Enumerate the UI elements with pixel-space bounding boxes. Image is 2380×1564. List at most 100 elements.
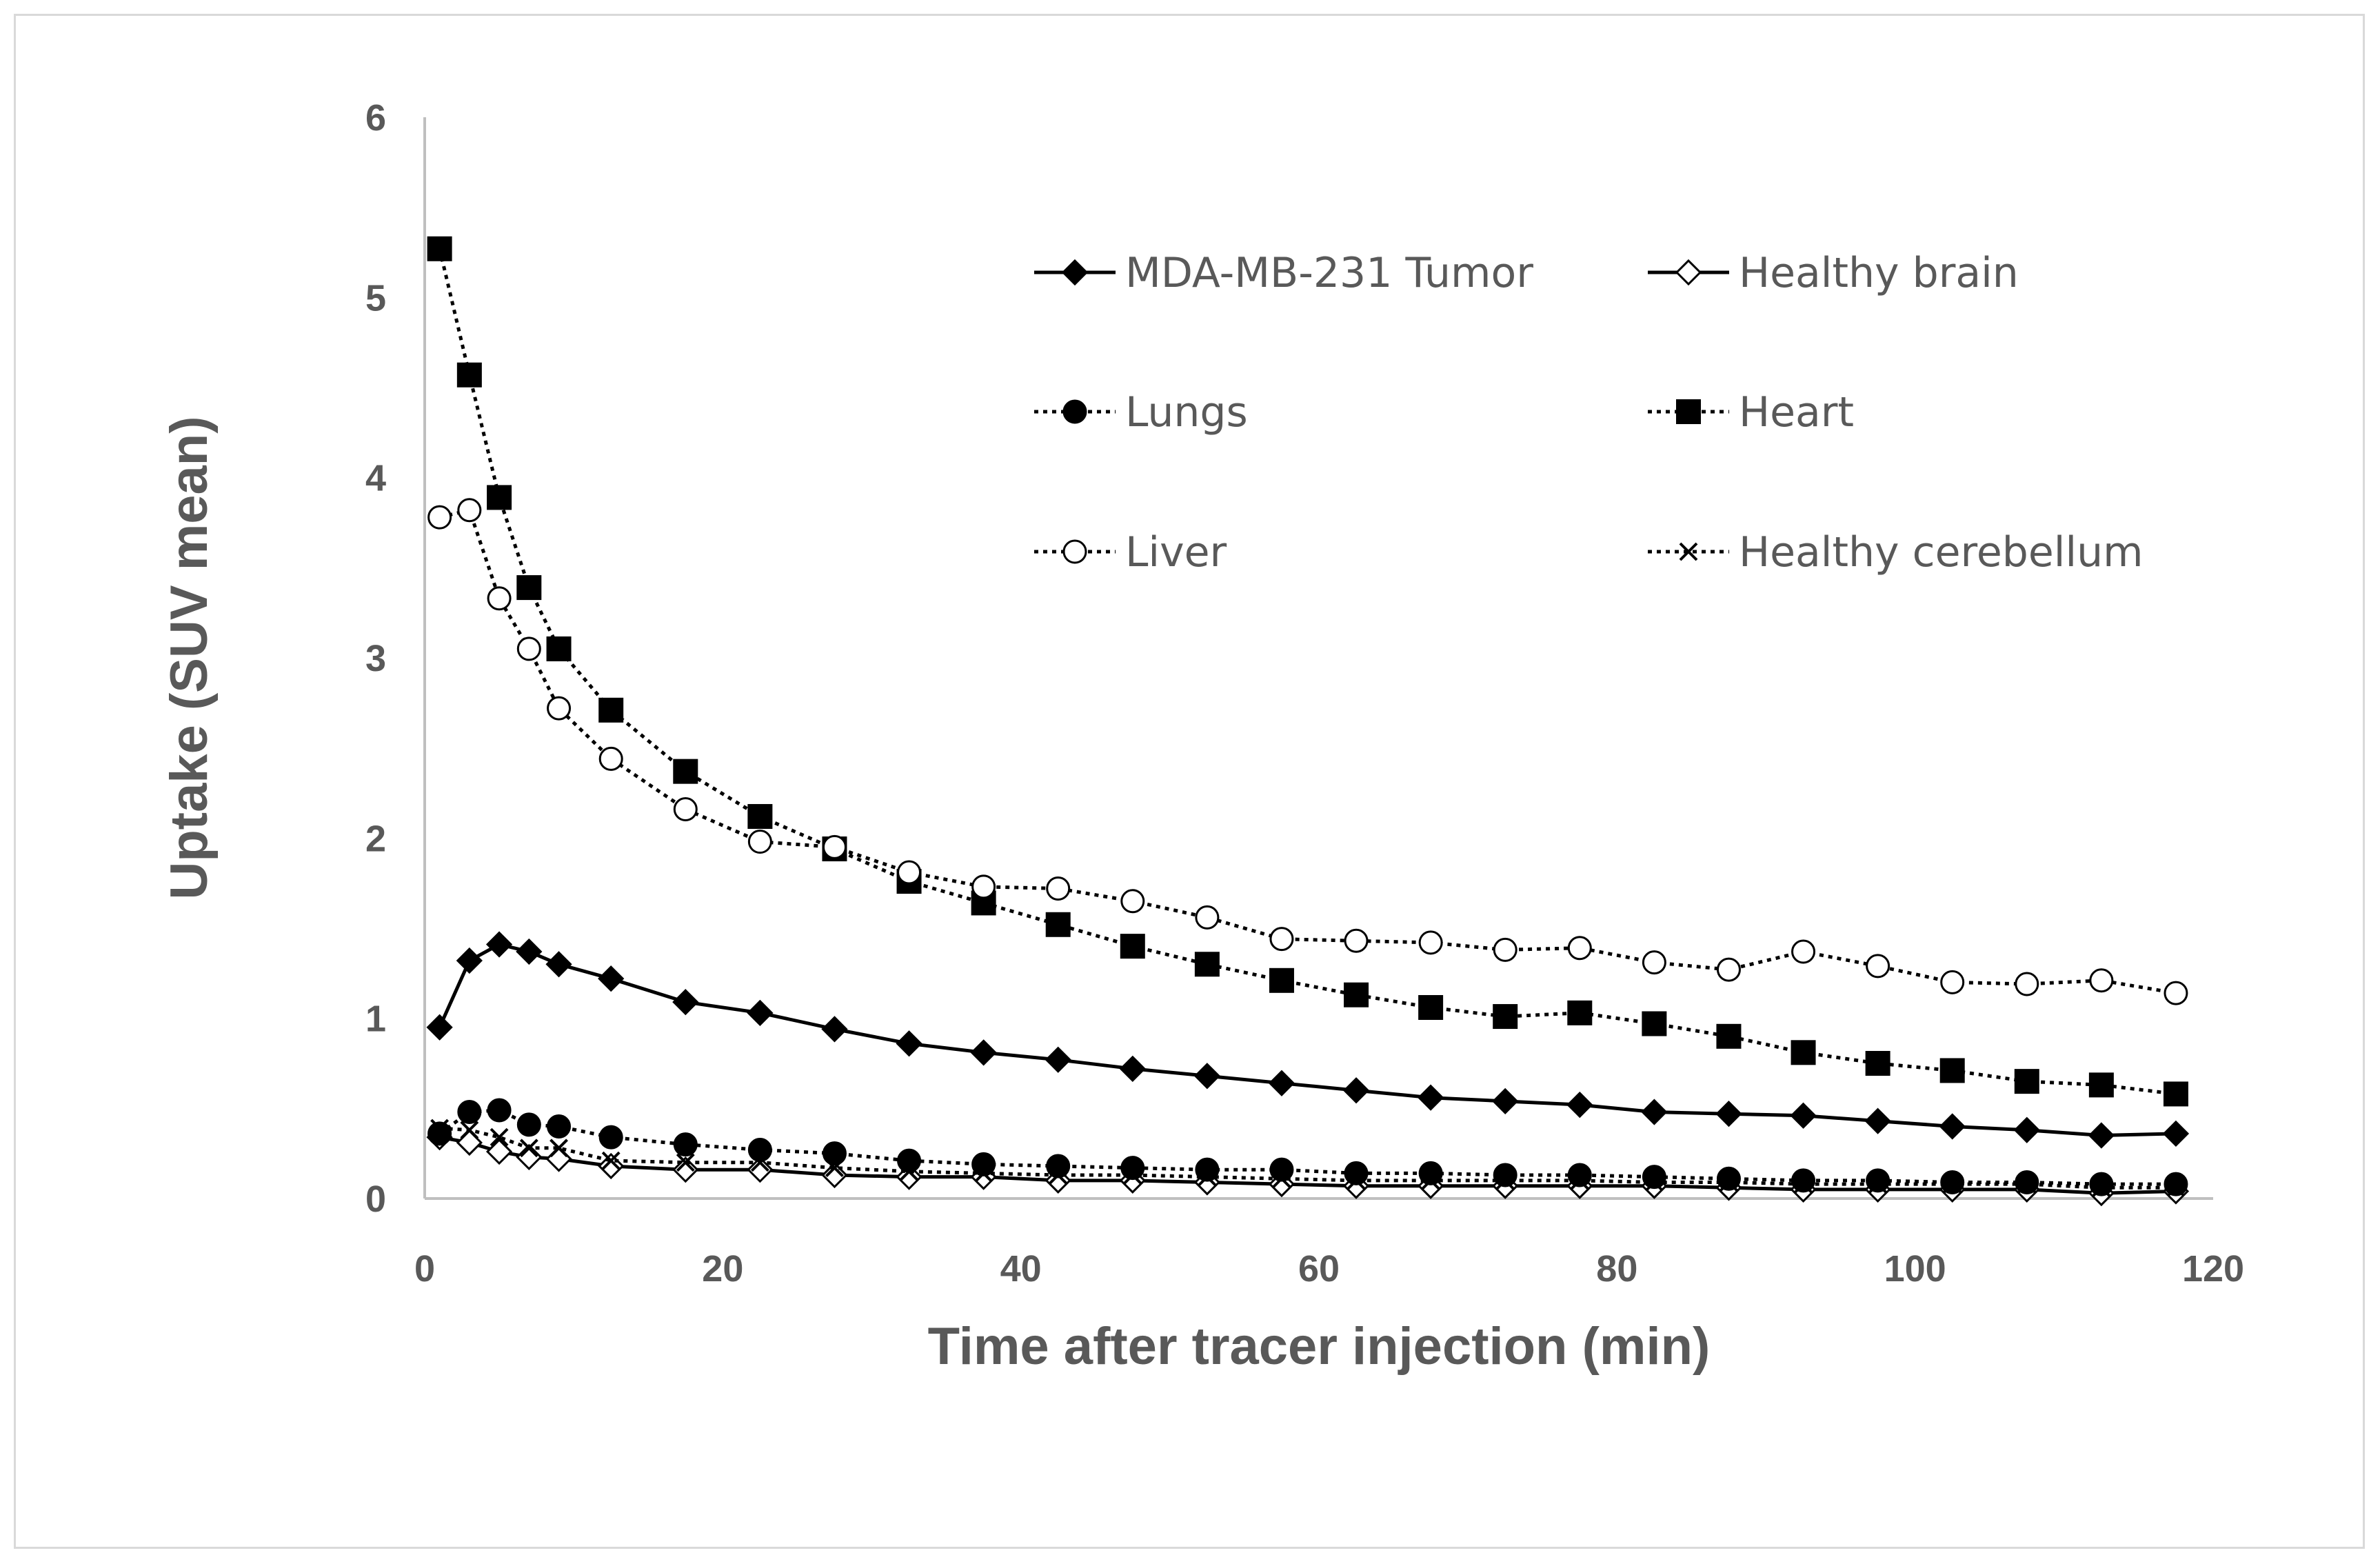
data-point — [1570, 1171, 1589, 1190]
data-point — [2162, 1120, 2190, 1147]
axes — [423, 117, 2213, 1200]
data-point — [1493, 1004, 1518, 1030]
data-point — [1119, 1055, 1146, 1082]
data-point — [1790, 1102, 1817, 1129]
legend-item: Heart — [1648, 388, 1854, 437]
data-point — [1344, 928, 1369, 953]
data-point — [897, 1148, 922, 1173]
data-point — [2088, 1072, 2114, 1098]
legend: MDA-MB-231 Tumor Healthy brain Lungs Heart L… — [1034, 249, 2144, 577]
series-line — [438, 1108, 2176, 1186]
data-point — [1495, 1171, 1515, 1190]
data-point — [546, 636, 572, 661]
data-point — [1716, 1166, 1741, 1191]
y-tick-labels: 0 1 2 3 4 5 6 — [365, 97, 386, 1220]
legend-label: Liver — [1125, 528, 1227, 577]
data-point — [1269, 968, 1294, 993]
data-point — [1715, 1101, 1742, 1127]
data-point — [598, 746, 623, 771]
data-point — [1716, 1023, 1742, 1049]
data-point — [1566, 1091, 1593, 1119]
data-point — [2164, 981, 2188, 1005]
data-point — [426, 1014, 453, 1041]
data-point — [673, 1132, 698, 1157]
series-line — [438, 248, 2177, 1096]
data-point — [822, 834, 847, 859]
data-point — [456, 947, 483, 974]
legend-marker — [1062, 399, 1087, 424]
data-point — [1642, 1165, 1666, 1190]
data-point — [457, 498, 482, 523]
data-point — [1198, 1167, 1217, 1187]
data-point — [547, 696, 572, 721]
data-point — [545, 1145, 572, 1172]
data-point — [427, 1121, 452, 1146]
data-point — [1940, 970, 1965, 994]
series-layer — [426, 236, 2190, 1207]
x-axis-title: Time after tracer injection (min) — [928, 1317, 1711, 1376]
series-heart — [427, 236, 2188, 1107]
data-point — [676, 1153, 695, 1172]
data-point — [456, 1129, 483, 1156]
data-point — [456, 362, 482, 388]
data-point — [460, 1121, 479, 1140]
data-point — [516, 1112, 541, 1137]
y-tick-label: 6 — [365, 97, 386, 139]
data-point — [1791, 1040, 1816, 1065]
data-point — [1272, 1169, 1291, 1188]
legend-item: Liver — [1034, 528, 1227, 577]
legend-marker — [1676, 399, 1701, 424]
data-point — [547, 1114, 572, 1139]
data-point — [1269, 1157, 1294, 1182]
data-point — [1493, 1163, 1517, 1187]
legend-label: MDA-MB-231 Tumor — [1125, 249, 1533, 297]
data-point — [1120, 889, 1145, 914]
data-point — [1120, 934, 1145, 959]
data-point — [1716, 957, 1741, 982]
data-point — [1641, 1099, 1668, 1125]
data-point — [1418, 994, 1444, 1020]
data-point — [516, 1143, 543, 1171]
data-point — [1492, 1087, 1519, 1115]
data-point — [487, 586, 512, 611]
data-point — [1720, 1173, 1738, 1192]
chart-frame — [14, 14, 2365, 1549]
y-tick-label: 5 — [365, 277, 386, 319]
legend-item: MDA-MB-231 Tumor — [1034, 249, 1533, 297]
data-point — [549, 1139, 568, 1158]
data-point — [519, 1139, 538, 1158]
data-point — [1344, 982, 1369, 1007]
data-point — [2089, 968, 2114, 993]
data-point — [747, 1156, 774, 1183]
data-point — [971, 874, 996, 899]
y-tick-label: 0 — [365, 1179, 386, 1220]
data-point — [747, 830, 772, 854]
data-point — [1791, 1168, 1816, 1193]
data-point — [2014, 1069, 2039, 1094]
data-point — [897, 860, 922, 885]
data-point — [516, 636, 541, 661]
x-tick-label: 100 — [1884, 1248, 1946, 1290]
series-healthy-cerebellum — [430, 1119, 2186, 1197]
data-point — [487, 1098, 512, 1123]
data-point — [1046, 876, 1071, 901]
data-point — [485, 931, 513, 958]
data-point — [673, 759, 698, 784]
legend-label: Lungs — [1125, 388, 1248, 437]
data-point — [1342, 1077, 1370, 1104]
data-point — [2092, 1178, 2111, 1197]
data-point — [487, 485, 512, 510]
legend-marker — [1679, 542, 1698, 561]
data-point — [1866, 954, 1890, 979]
data-point — [1865, 1051, 1890, 1076]
data-point — [1567, 1163, 1592, 1187]
data-point — [1046, 1154, 1071, 1179]
data-point — [1193, 1063, 1220, 1090]
data-point — [1868, 1174, 1888, 1194]
legend-item: Healthy cerebellum — [1648, 528, 2144, 577]
x-tick-labels: 0 20 40 60 80 100 120 — [414, 1248, 2244, 1290]
data-point — [1268, 1070, 1295, 1096]
data-point — [1045, 1046, 1071, 1073]
data-point — [2166, 1178, 2186, 1197]
